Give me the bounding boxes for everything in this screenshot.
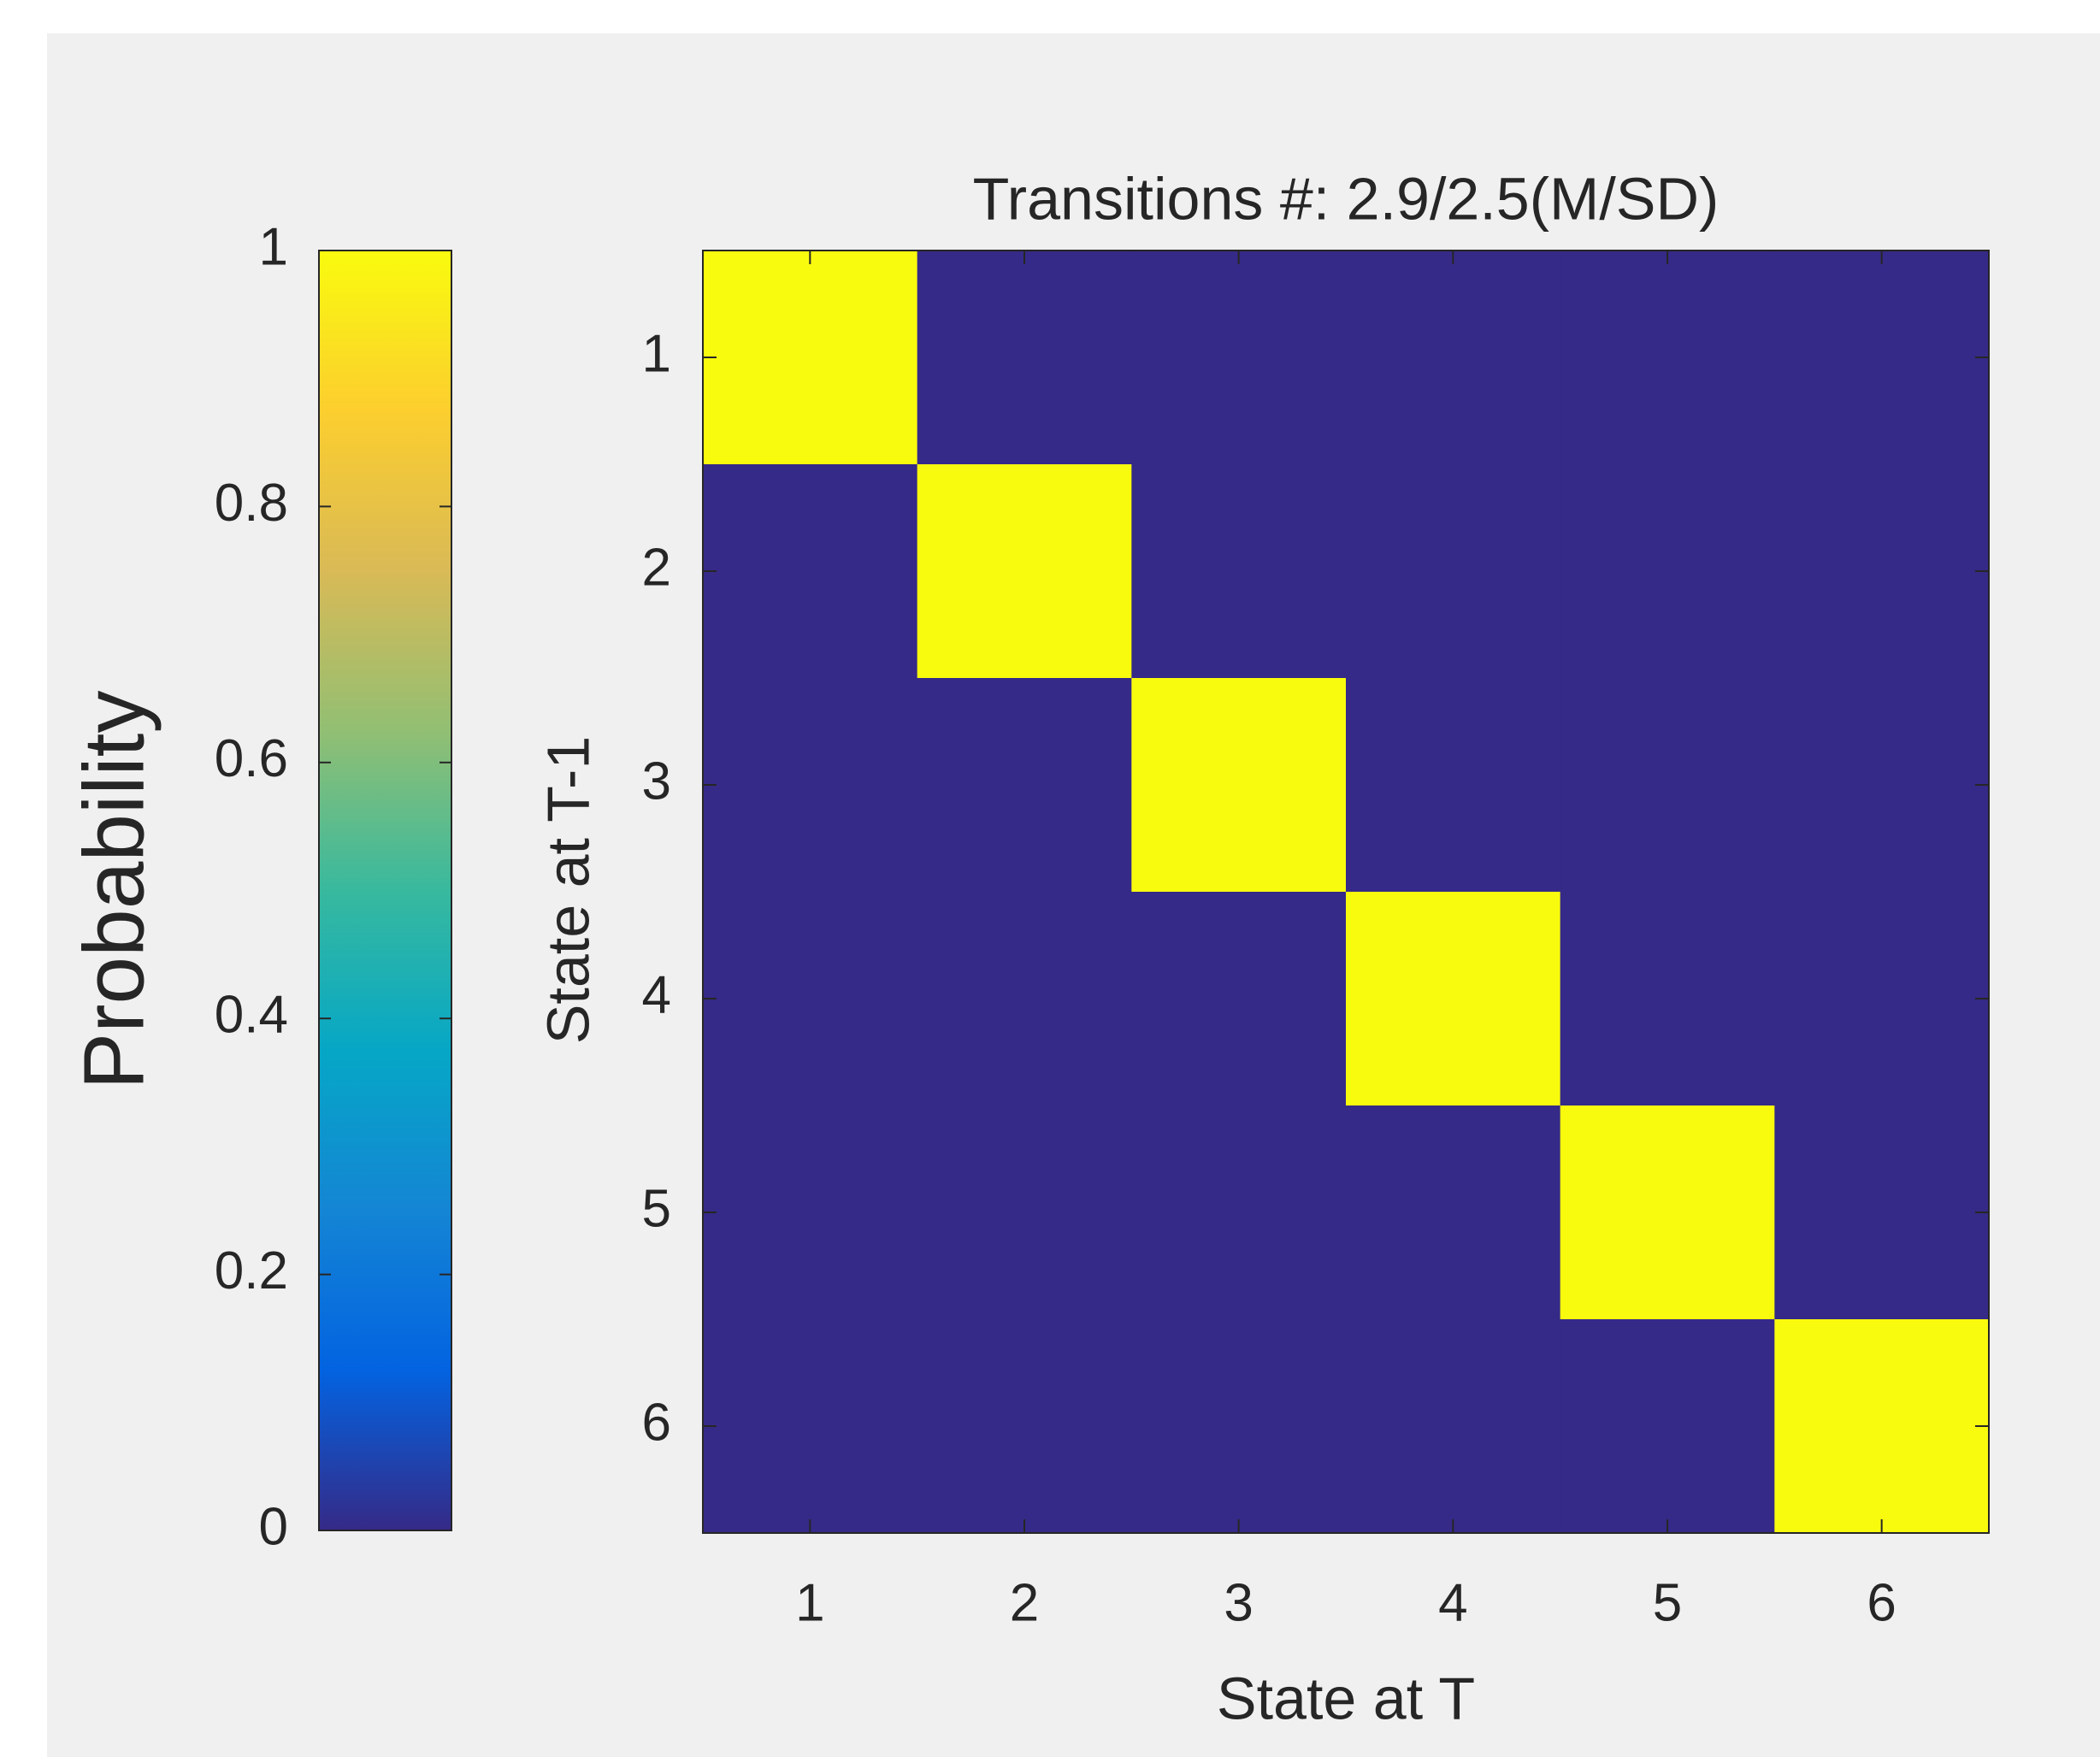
heatmap-cell bbox=[1131, 892, 1347, 1106]
chart-title: Transitions #: 2.9/2.5(M/SD) bbox=[973, 165, 1720, 232]
heatmap-cell bbox=[1560, 892, 1775, 1106]
heatmap-cell bbox=[1346, 1319, 1561, 1534]
y-tick-label: 1 bbox=[642, 324, 671, 383]
y-tick-label: 3 bbox=[642, 752, 671, 811]
heatmap-cell bbox=[917, 1105, 1132, 1320]
colorbar bbox=[318, 250, 452, 1531]
heatmap-cell bbox=[917, 1319, 1132, 1534]
heatmap-cell bbox=[1560, 1319, 1775, 1534]
y-tick-label: 4 bbox=[642, 965, 671, 1024]
heatmap-cell bbox=[1560, 251, 1775, 465]
heatmap-cell bbox=[1560, 464, 1775, 679]
x-tick-label: 2 bbox=[1010, 1573, 1039, 1632]
heatmap-cell bbox=[917, 678, 1132, 893]
heatmap-cell bbox=[1131, 1319, 1347, 1534]
heatmap-cell bbox=[1560, 678, 1775, 893]
colorbar-tick-label: 0.4 bbox=[215, 986, 288, 1045]
y-axis-label: State at T-1 bbox=[534, 736, 601, 1045]
heatmap-cell bbox=[1346, 464, 1561, 679]
axes-box bbox=[702, 250, 1990, 1534]
heatmap-cell bbox=[1131, 251, 1347, 465]
heatmap-cell bbox=[703, 251, 918, 465]
x-axis-label: State at T bbox=[1217, 1665, 1475, 1731]
colorbar-tick-label: 0 bbox=[259, 1497, 288, 1556]
heatmap-cell bbox=[1774, 1105, 1990, 1320]
heatmap-cell bbox=[1346, 678, 1561, 893]
heatmap-cell bbox=[917, 464, 1132, 679]
heatmap-cell bbox=[1560, 1105, 1775, 1320]
x-tick-label: 6 bbox=[1867, 1573, 1896, 1632]
heatmap-cell bbox=[1774, 678, 1990, 893]
heatmap-cell bbox=[1131, 464, 1347, 679]
y-tick-label: 6 bbox=[642, 1393, 671, 1452]
heatmap-cell bbox=[703, 464, 918, 679]
heatmap-cell bbox=[703, 678, 918, 893]
heatmap-cell bbox=[703, 892, 918, 1106]
x-tick-label: 5 bbox=[1653, 1573, 1682, 1632]
heatmap-cell bbox=[703, 1319, 918, 1534]
x-tick-label: 3 bbox=[1224, 1573, 1253, 1632]
y-tick-label: 2 bbox=[642, 538, 671, 597]
heatmap-cell bbox=[703, 1105, 918, 1320]
heatmap-cell bbox=[1131, 678, 1347, 893]
heatmap-cell bbox=[1346, 892, 1561, 1106]
heatmap-cell bbox=[1774, 464, 1990, 679]
heatmap-cell bbox=[1774, 1319, 1990, 1534]
x-tick-label: 1 bbox=[795, 1573, 824, 1632]
heatmap-cell bbox=[1346, 1105, 1561, 1320]
heatmap-cell bbox=[1774, 251, 1990, 465]
heatmap-cell bbox=[1131, 1105, 1347, 1320]
heatmap-cell bbox=[917, 892, 1132, 1106]
x-tick-label: 4 bbox=[1438, 1573, 1467, 1632]
heatmap-cell bbox=[917, 251, 1132, 465]
heatmap-cell bbox=[1346, 251, 1561, 465]
colorbar-tick-label: 0.8 bbox=[215, 474, 288, 533]
colorbar-tick-label: 0.2 bbox=[215, 1241, 288, 1300]
colorbar-tick-label: 0.6 bbox=[215, 729, 288, 788]
colorbar-label: Probability bbox=[66, 691, 162, 1090]
heatmap-cell bbox=[1774, 892, 1990, 1106]
y-tick-label: 5 bbox=[642, 1179, 671, 1238]
colorbar-tick-label: 1 bbox=[259, 217, 288, 276]
